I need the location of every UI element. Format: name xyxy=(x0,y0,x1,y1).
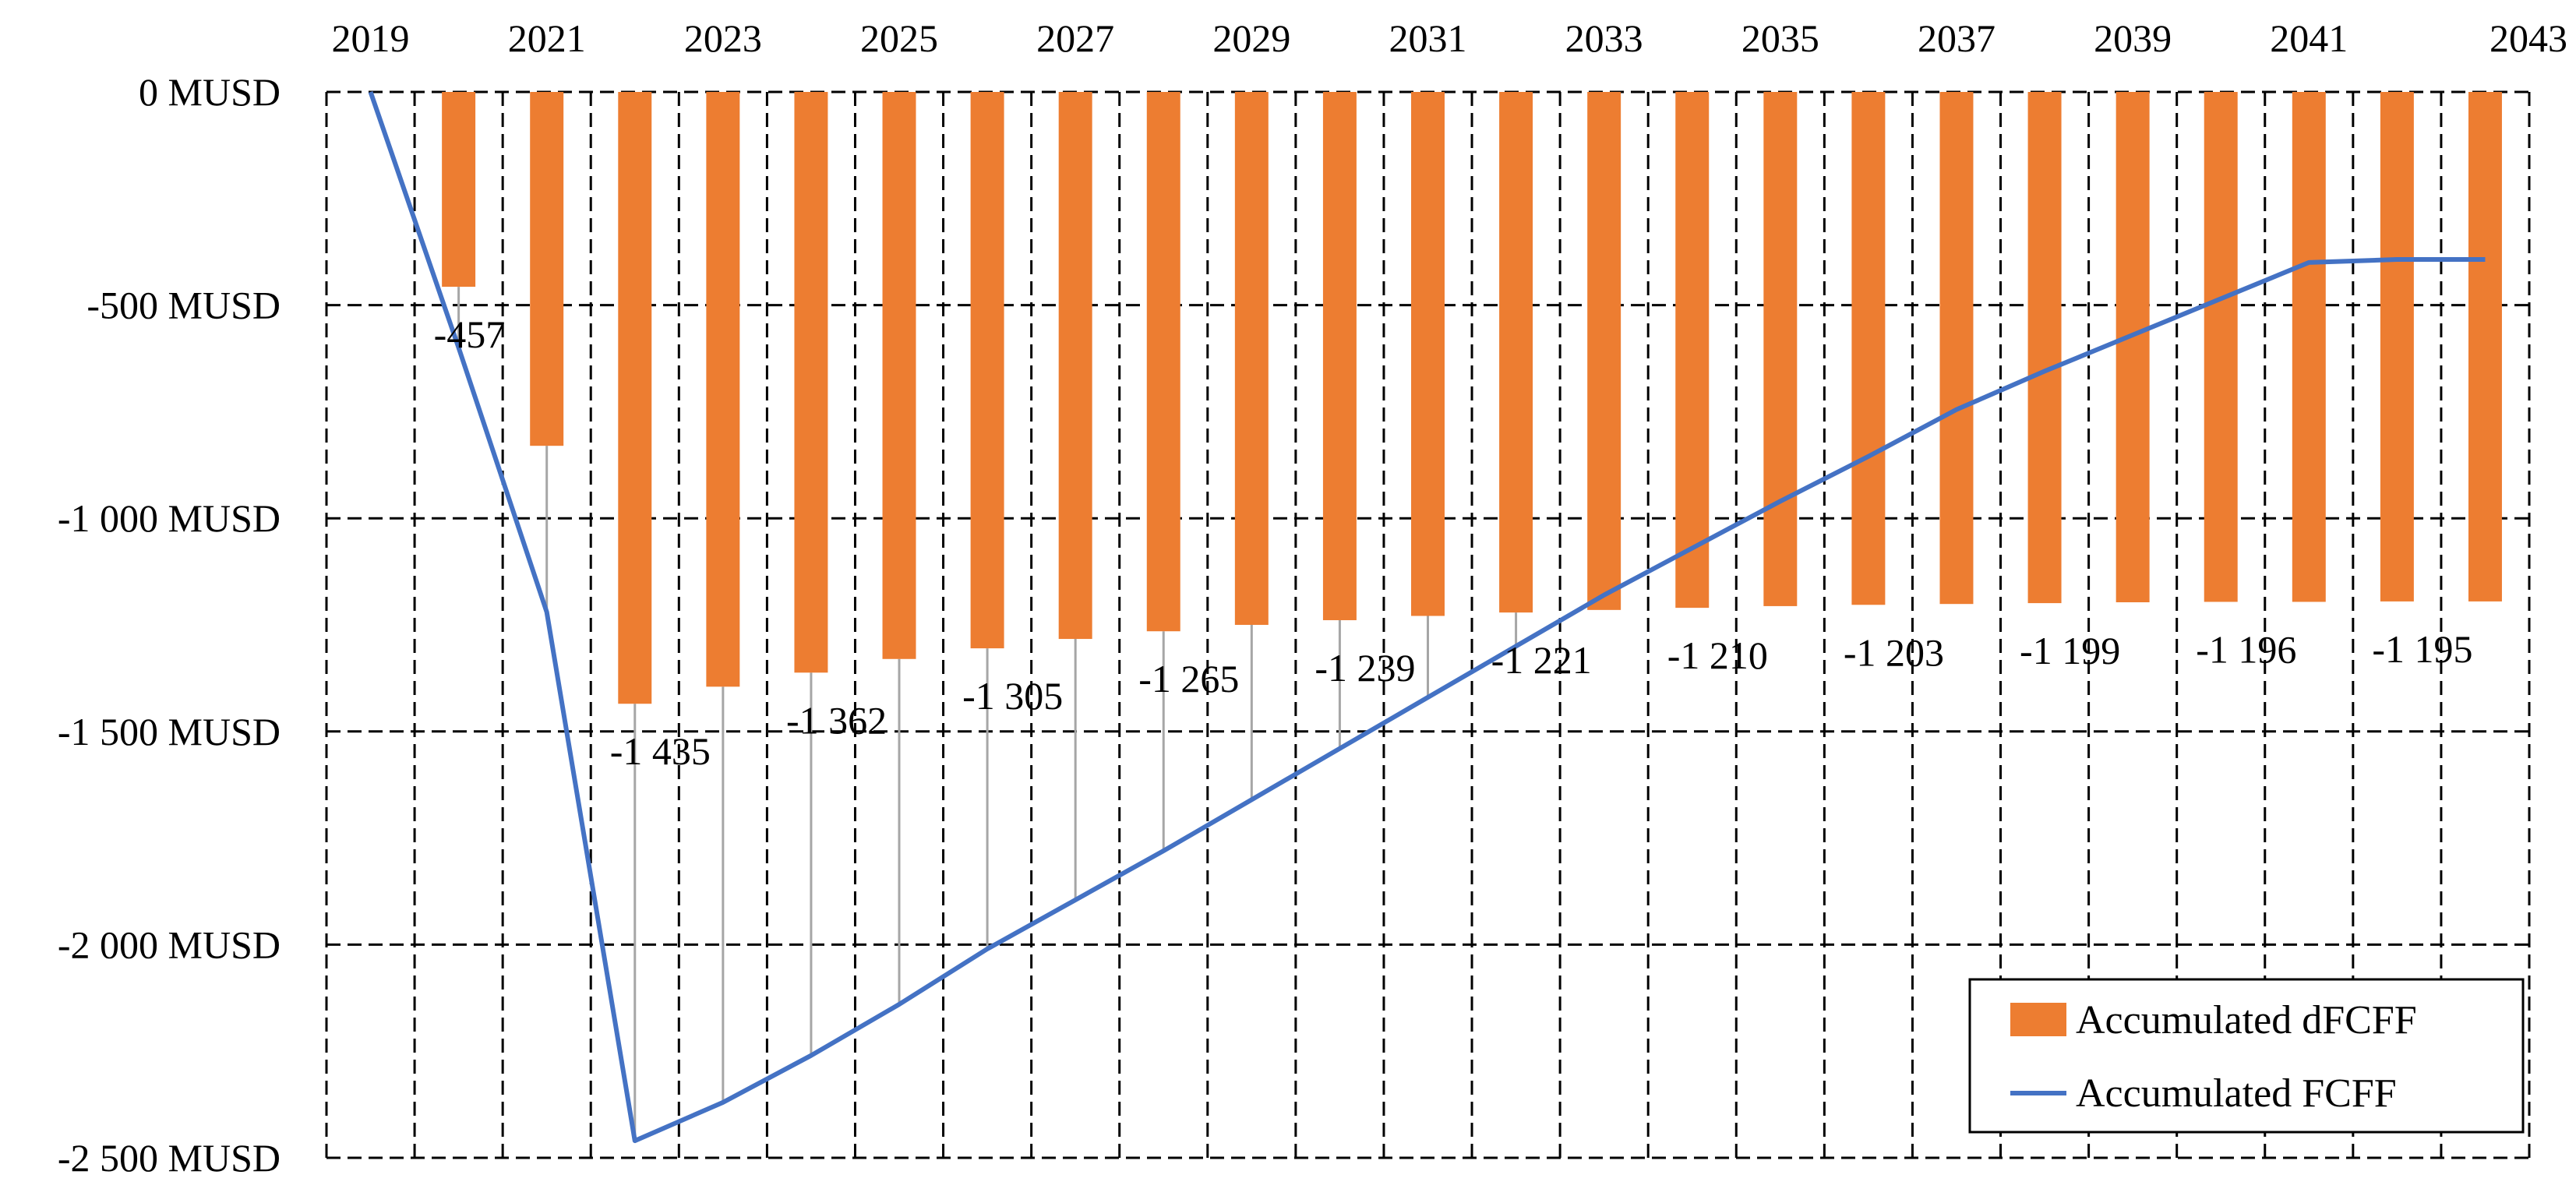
data-label: -1 239 xyxy=(1314,646,1415,690)
x-tick-label: 2029 xyxy=(1212,16,1290,60)
legend: Accumulated dFCFF Accumulated FCFF xyxy=(1968,978,2525,1134)
bar-accumulated-dfcff-2032 xyxy=(1499,92,1533,613)
bar-accumulated-dfcff-2023 xyxy=(706,92,740,687)
bar-accumulated-dfcff-2030 xyxy=(1322,92,1357,620)
x-tick-label: 2033 xyxy=(1565,16,1643,60)
leader-lines xyxy=(457,287,1518,1141)
y-tick-label: -2 000 MUSD xyxy=(58,923,281,966)
x-tick-label: 2021 xyxy=(508,16,586,60)
bar-accumulated-dfcff-2041 xyxy=(2292,92,2326,602)
data-label: -457 xyxy=(434,312,506,356)
x-tick-label: 2037 xyxy=(1918,16,1996,60)
bar-accumulated-dfcff-2037 xyxy=(1939,92,1974,605)
bar-series-accumulated-dfcff xyxy=(442,92,2502,704)
bar-accumulated-dfcff-2043 xyxy=(2468,92,2502,602)
y-tick-label: -500 MUSD xyxy=(86,284,281,327)
y-tick-label: -1 000 MUSD xyxy=(58,496,281,540)
x-tick-label: 2019 xyxy=(332,16,410,60)
bar-accumulated-dfcff-2034 xyxy=(1675,92,1710,609)
x-tick-label: 2035 xyxy=(1741,16,1819,60)
bar-accumulated-dfcff-2022 xyxy=(618,92,652,704)
bar-accumulated-dfcff-2029 xyxy=(1234,92,1269,625)
data-label: -1 210 xyxy=(1667,633,1768,677)
x-tick-label: 2039 xyxy=(2094,16,2172,60)
line-series-accumulated-fcff xyxy=(368,91,2486,1144)
data-label: -1 435 xyxy=(610,729,711,773)
x-tick-label: 2027 xyxy=(1036,16,1114,60)
bar-accumulated-dfcff-2026 xyxy=(970,92,1004,649)
bar-accumulated-dfcff-2033 xyxy=(1587,92,1621,610)
x-tick-label: 2043 xyxy=(2490,16,2567,60)
x-tick-label: 2025 xyxy=(860,16,938,60)
legend-label-accumulated-dfcff: Accumulated dFCFF xyxy=(2076,998,2417,1042)
data-label: -1 221 xyxy=(1491,638,1592,682)
y-tick-label: 0 MUSD xyxy=(139,70,281,114)
bar-accumulated-dfcff-2036 xyxy=(1851,92,1886,605)
data-label: -1 203 xyxy=(1844,630,1944,674)
y-tick-label: -1 500 MUSD xyxy=(58,710,281,753)
bar-accumulated-dfcff-2025 xyxy=(882,92,916,659)
bar-accumulated-dfcff-2042 xyxy=(2380,92,2414,602)
bar-accumulated-dfcff-2028 xyxy=(1146,92,1180,632)
x-tick-label: 2031 xyxy=(1389,16,1467,60)
bar-accumulated-dfcff-2035 xyxy=(1763,92,1798,606)
x-tick-label: 2023 xyxy=(684,16,762,60)
bar-accumulated-dfcff-2024 xyxy=(794,92,828,673)
bar-accumulated-dfcff-2020 xyxy=(442,92,476,288)
bar-accumulated-dfcff-2027 xyxy=(1058,92,1092,640)
x-tick-label: 2041 xyxy=(2270,16,2348,60)
bar-accumulated-dfcff-2031 xyxy=(1411,92,1445,616)
bar-accumulated-dfcff-2039 xyxy=(2115,92,2150,602)
line-accumulated-fcff xyxy=(368,91,2486,1144)
data-label: -1 195 xyxy=(2372,627,2472,671)
bar-accumulated-dfcff-2040 xyxy=(2204,92,2238,602)
data-label: -1 199 xyxy=(2020,629,2120,672)
data-labels: -457 -1 435 -1 362 -1 305 -1 265 -1 239 -1 221… xyxy=(434,312,2473,773)
data-label: -1 265 xyxy=(1138,657,1239,700)
y-tick-label: -2 500 MUSD xyxy=(58,1136,281,1180)
bar-accumulated-dfcff-2038 xyxy=(2027,92,2062,604)
data-label: -1 362 xyxy=(786,698,887,742)
legend-swatch-accumulated-dfcff xyxy=(2010,1003,2066,1036)
y-axis-tick-labels: 0 MUSD -500 MUSD -1 000 MUSD -1 500 MUSD -2 … xyxy=(58,70,281,1180)
legend-label-accumulated-fcff: Accumulated FCFF xyxy=(2076,1071,2397,1116)
data-label: -1 196 xyxy=(2196,627,2296,671)
bar-accumulated-dfcff-2021 xyxy=(530,92,564,446)
data-label: -1 305 xyxy=(962,674,1063,718)
x-axis-tick-labels: 2019 2021 2023 2025 2027 2029 2031 2033 2035 2037… xyxy=(332,16,2567,60)
